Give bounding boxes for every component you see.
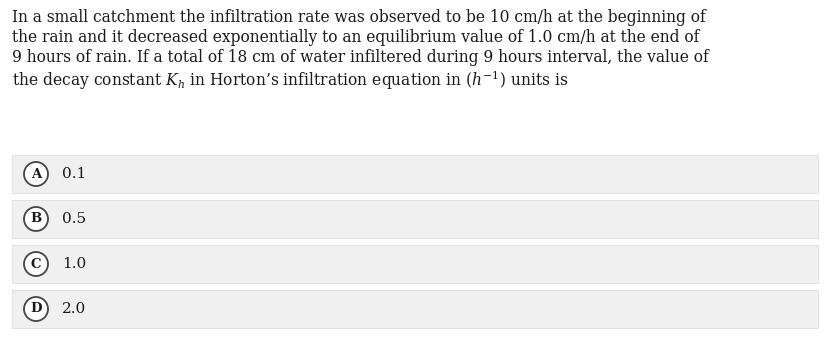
Circle shape <box>24 297 48 321</box>
FancyBboxPatch shape <box>12 200 818 238</box>
Text: 0.5: 0.5 <box>62 212 86 226</box>
Text: C: C <box>31 257 42 270</box>
Circle shape <box>24 207 48 231</box>
Text: the rain and it decreased exponentially to an equilibrium value of 1.0 cm/h at t: the rain and it decreased exponentially … <box>12 29 700 46</box>
FancyBboxPatch shape <box>12 245 818 283</box>
Text: A: A <box>31 167 42 180</box>
Text: B: B <box>31 212 42 225</box>
Text: 2.0: 2.0 <box>62 302 86 316</box>
Text: 1.0: 1.0 <box>62 257 86 271</box>
Text: 0.1: 0.1 <box>62 167 86 181</box>
FancyBboxPatch shape <box>12 290 818 328</box>
Text: In a small catchment the infiltration rate was observed to be 10 cm/h at the beg: In a small catchment the infiltration ra… <box>12 9 706 26</box>
Text: D: D <box>30 302 42 315</box>
Text: the decay constant $K_h$ in Horton’s infiltration equation in $(h^{-1})$ units i: the decay constant $K_h$ in Horton’s inf… <box>12 69 569 92</box>
Text: 9 hours of rain. If a total of 18 cm of water infiltered during 9 hours interval: 9 hours of rain. If a total of 18 cm of … <box>12 49 709 66</box>
FancyBboxPatch shape <box>12 155 818 193</box>
Circle shape <box>24 252 48 276</box>
Circle shape <box>24 162 48 186</box>
